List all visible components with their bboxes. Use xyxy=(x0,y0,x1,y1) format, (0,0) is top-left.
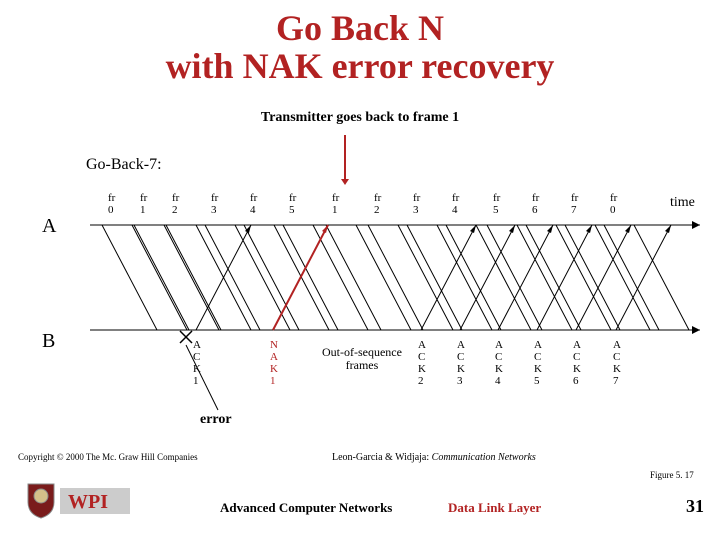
svg-text:K: K xyxy=(534,363,542,375)
svg-text:K: K xyxy=(457,363,465,375)
svg-text:3: 3 xyxy=(211,204,217,216)
svg-text:A: A xyxy=(418,339,426,351)
svg-text:C: C xyxy=(534,351,541,363)
svg-text:2: 2 xyxy=(172,204,178,216)
svg-text:7: 7 xyxy=(613,375,619,387)
svg-text:A: A xyxy=(534,339,542,351)
svg-text:A: A xyxy=(193,339,201,351)
svg-text:fr: fr xyxy=(610,192,618,204)
svg-text:fr: fr xyxy=(532,192,540,204)
svg-text:1: 1 xyxy=(193,375,199,387)
svg-text:C: C xyxy=(613,351,620,363)
svg-text:4: 4 xyxy=(495,375,501,387)
svg-text:A: A xyxy=(613,339,621,351)
svg-text:6: 6 xyxy=(532,204,538,216)
svg-text:A: A xyxy=(573,339,581,351)
svg-text:3: 3 xyxy=(413,204,419,216)
svg-text:fr: fr xyxy=(571,192,579,204)
svg-text:fr: fr xyxy=(493,192,501,204)
svg-text:4: 4 xyxy=(452,204,458,216)
svg-text:K: K xyxy=(573,363,581,375)
svg-text:fr: fr xyxy=(332,192,340,204)
svg-text:3: 3 xyxy=(457,375,463,387)
svg-text:0: 0 xyxy=(610,204,616,216)
svg-text:7: 7 xyxy=(571,204,577,216)
figure-reference: Figure 5. 17 xyxy=(650,470,694,480)
svg-text:C: C xyxy=(573,351,580,363)
svg-text:0: 0 xyxy=(108,204,114,216)
svg-text:fr: fr xyxy=(250,192,258,204)
svg-text:fr: fr xyxy=(108,192,116,204)
svg-text:C: C xyxy=(457,351,464,363)
svg-text:fr: fr xyxy=(289,192,297,204)
svg-text:WPI: WPI xyxy=(68,491,108,513)
svg-text:1: 1 xyxy=(270,375,276,387)
svg-text:fr: fr xyxy=(413,192,421,204)
svg-text:A: A xyxy=(495,339,503,351)
svg-text:5: 5 xyxy=(289,204,295,216)
svg-text:5: 5 xyxy=(534,375,540,387)
svg-text:2: 2 xyxy=(418,375,424,387)
svg-text:6: 6 xyxy=(573,375,579,387)
svg-text:K: K xyxy=(613,363,621,375)
footer-topic: Data Link Layer xyxy=(448,500,541,516)
svg-text:K: K xyxy=(418,363,426,375)
svg-text:N: N xyxy=(270,339,278,351)
svg-text:A: A xyxy=(270,351,278,363)
credit-text: Leon-Garcia & Widjaja: Communication Net… xyxy=(332,452,536,463)
svg-text:A: A xyxy=(457,339,465,351)
svg-text:K: K xyxy=(495,363,503,375)
svg-text:fr: fr xyxy=(374,192,382,204)
svg-text:C: C xyxy=(495,351,502,363)
svg-text:2: 2 xyxy=(374,204,380,216)
footer-course: Advanced Computer Networks xyxy=(220,500,392,516)
svg-text:fr: fr xyxy=(172,192,180,204)
svg-text:K: K xyxy=(270,363,278,375)
svg-text:1: 1 xyxy=(140,204,146,216)
wpi-logo: WPI xyxy=(24,480,134,520)
svg-text:fr: fr xyxy=(211,192,219,204)
page-number: 31 xyxy=(686,496,704,517)
svg-text:fr: fr xyxy=(452,192,460,204)
svg-text:4: 4 xyxy=(250,204,256,216)
svg-text:C: C xyxy=(418,351,425,363)
svg-text:1: 1 xyxy=(332,204,338,216)
svg-text:fr: fr xyxy=(140,192,148,204)
copyright-text: Copyright © 2000 The Mc. Graw Hill Compa… xyxy=(18,452,198,462)
svg-text:5: 5 xyxy=(493,204,499,216)
